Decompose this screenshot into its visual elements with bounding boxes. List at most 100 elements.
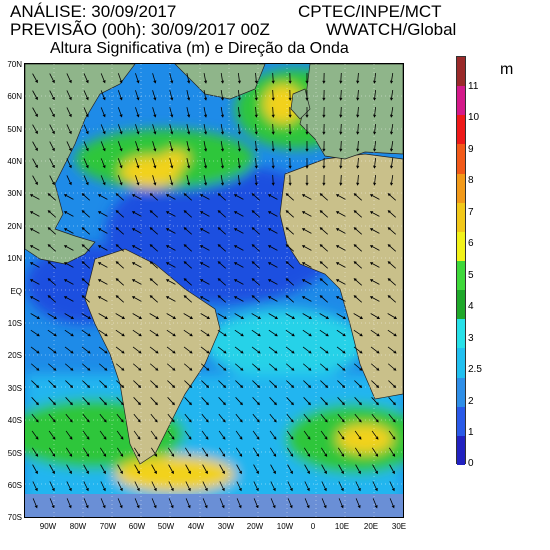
wave-arrow xyxy=(83,107,89,118)
wave-arrow xyxy=(322,89,326,101)
lon-tick: 20E xyxy=(363,522,379,531)
wave-arrow xyxy=(301,279,312,285)
wave-arrow xyxy=(319,227,329,235)
wave-arrow xyxy=(267,262,278,268)
wave-arrow xyxy=(199,228,210,234)
wave-arrow xyxy=(186,73,191,84)
wave-arrow xyxy=(98,329,108,337)
wave-arrow xyxy=(251,329,261,337)
wave-arrow xyxy=(199,194,210,200)
colorbar-label: 9 xyxy=(468,144,474,155)
wave-arrow xyxy=(149,313,160,319)
wave-arrow xyxy=(372,464,378,475)
wave-arrow xyxy=(268,363,278,371)
wave-arrow xyxy=(165,262,176,268)
wave-arrow xyxy=(286,413,294,423)
wave-arrow xyxy=(301,228,312,234)
wave-arrow xyxy=(115,295,125,303)
wave-arrow xyxy=(339,106,343,118)
wave-arrow xyxy=(388,397,396,406)
wave-arrow xyxy=(270,498,276,509)
wave-arrow xyxy=(267,228,278,234)
wave-arrow xyxy=(63,194,74,200)
wave-arrow xyxy=(356,157,360,169)
wave-arrow xyxy=(49,498,55,509)
wave-arrow xyxy=(83,158,89,169)
wave-arrow xyxy=(320,380,329,389)
wave-arrow xyxy=(356,123,360,135)
wave-arrow xyxy=(388,430,396,440)
wave-arrow xyxy=(150,397,158,406)
wave-arrow xyxy=(152,107,157,118)
wave-arrow xyxy=(135,73,140,84)
wave-arrow xyxy=(336,329,346,337)
wave-arrow xyxy=(32,73,38,84)
wave-arrow xyxy=(337,397,345,406)
wave-arrow xyxy=(217,363,227,371)
wave-arrow xyxy=(390,72,394,84)
forecast-time: PREVISÃO (00h): 30/09/2017 00Z xyxy=(10,20,270,39)
wave-arrow xyxy=(220,107,225,118)
colorbar-segment xyxy=(457,86,465,116)
wave-arrow xyxy=(269,380,278,389)
wave-arrow xyxy=(99,430,107,440)
wave-arrow xyxy=(270,464,276,475)
wave-arrow xyxy=(337,447,345,457)
wave-arrow xyxy=(132,363,142,371)
wave-arrow xyxy=(220,90,225,101)
wave-arrow xyxy=(47,244,57,252)
wave-arrow xyxy=(322,140,326,152)
lat-tick: 60S xyxy=(7,481,22,490)
wave-arrow xyxy=(269,447,277,457)
wave-arrow xyxy=(149,278,159,286)
wave-arrow xyxy=(81,313,92,319)
wave-arrow xyxy=(356,140,360,152)
wave-arrow xyxy=(303,397,311,406)
wave-arrow xyxy=(184,380,193,389)
wave-arrow xyxy=(165,279,176,285)
wave-arrow xyxy=(83,124,89,135)
wave-arrow xyxy=(387,313,398,319)
wave-arrow xyxy=(135,158,140,169)
wave-arrow xyxy=(218,430,226,440)
wave-arrow xyxy=(32,107,38,118)
wave-arrow xyxy=(100,141,106,152)
wave-arrow xyxy=(288,174,292,186)
wave-arrow xyxy=(166,313,177,319)
lon-tick: 0 xyxy=(310,522,316,531)
wave-arrow xyxy=(31,430,39,440)
wave-arrow xyxy=(115,210,125,218)
wave-arrow xyxy=(135,141,140,152)
wave-arrow xyxy=(269,397,277,406)
wave-arrow xyxy=(116,430,124,440)
wave-arrow xyxy=(201,413,209,423)
wave-arrow xyxy=(203,158,208,169)
lon-tick: 80W xyxy=(69,522,87,531)
wave-arrow xyxy=(199,296,210,302)
lon-tick: 40W xyxy=(187,522,205,531)
wave-arrow xyxy=(218,397,226,406)
wave-arrow xyxy=(47,210,57,218)
wave-arrow xyxy=(285,346,295,354)
wave-arrow xyxy=(49,73,55,84)
wave-arrow xyxy=(100,90,106,101)
wave-arrow xyxy=(167,397,175,406)
wave-arrow xyxy=(285,244,295,252)
wave-arrow xyxy=(254,72,258,84)
wave-arrow xyxy=(387,346,397,354)
wave-arrow xyxy=(81,244,91,252)
wave-arrow xyxy=(217,261,227,269)
wave-arrow xyxy=(236,481,242,492)
wave-arrow xyxy=(305,89,309,101)
wave-arrow xyxy=(233,228,244,234)
wave-arrow xyxy=(135,175,140,186)
wave-arrow xyxy=(66,73,72,84)
wave-arrow xyxy=(166,346,176,354)
wave-arrow xyxy=(217,329,227,337)
wave-arrow xyxy=(286,380,295,389)
wave-arrow xyxy=(115,346,125,354)
wave-arrow xyxy=(335,211,346,217)
wave-arrow xyxy=(47,278,57,286)
wave-arrow xyxy=(99,413,107,423)
wave-arrow xyxy=(165,296,176,302)
